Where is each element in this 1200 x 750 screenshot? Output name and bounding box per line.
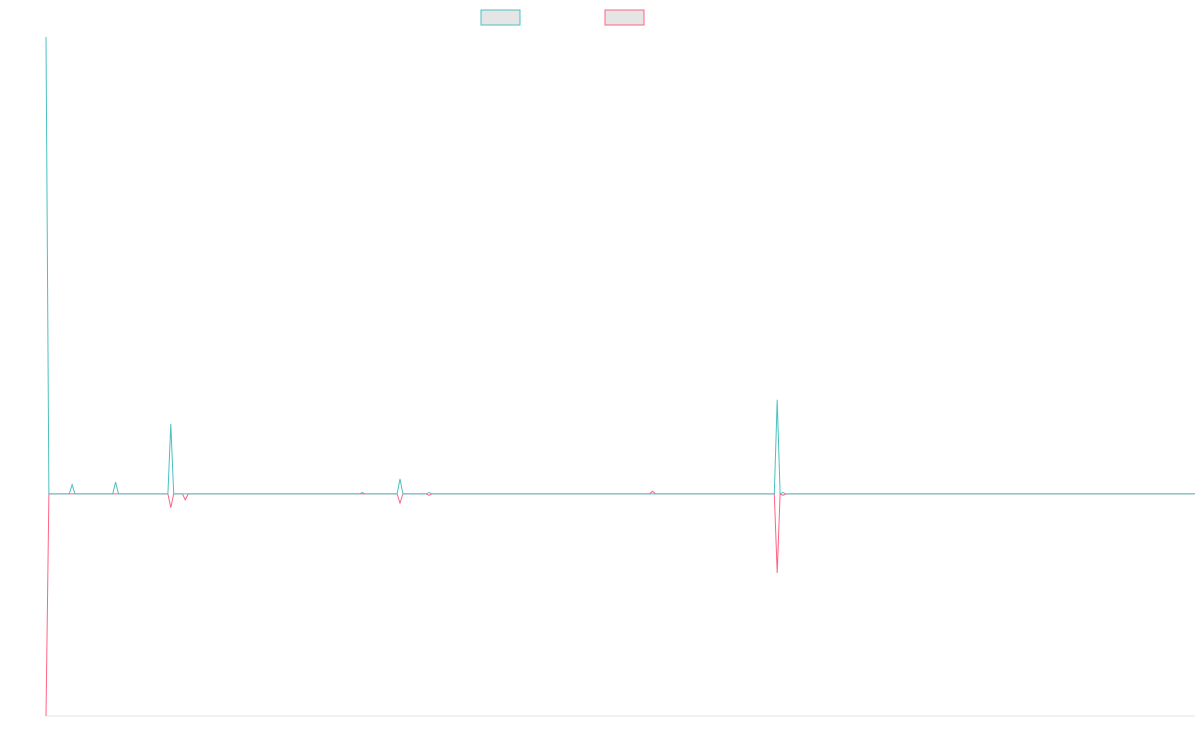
- legend: [480, 9, 645, 26]
- series-line-1: [45, 36, 1195, 495]
- series-line-2: [45, 490, 1195, 717]
- legend-swatch-1[interactable]: [480, 9, 521, 26]
- legend-swatch-2[interactable]: [604, 9, 645, 26]
